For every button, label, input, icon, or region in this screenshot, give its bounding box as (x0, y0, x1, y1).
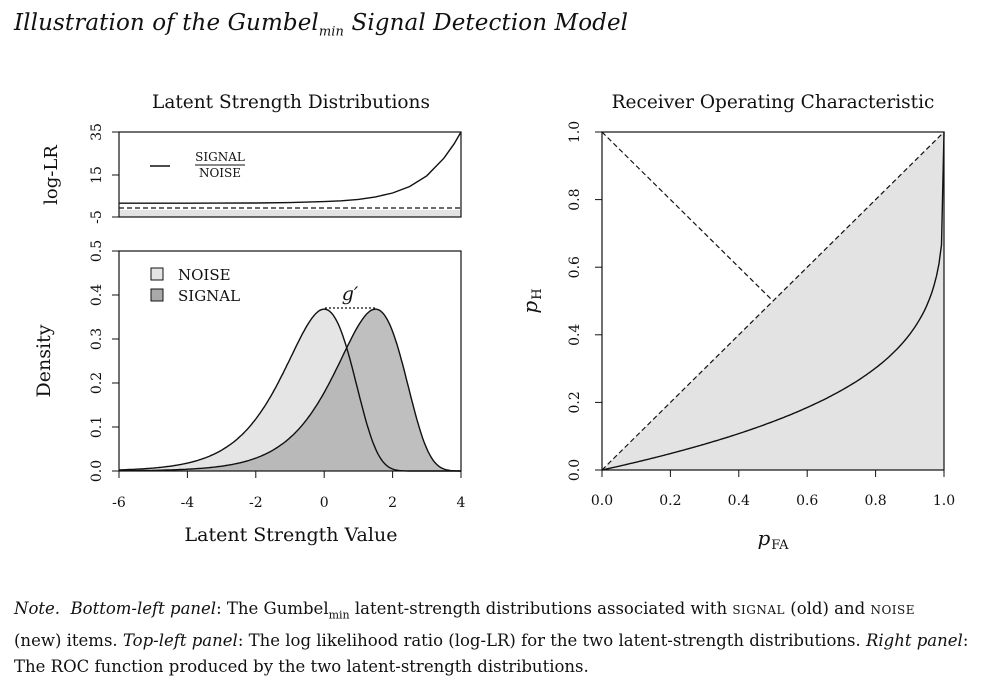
roc-x-ticks: 0.0 0.2 0.4 0.6 0.8 1.0 (591, 470, 955, 509)
density-x-axis-label: Latent Strength Value (185, 524, 398, 546)
axis-tick-label: 0.2 (659, 493, 681, 509)
right-panel-title: Receiver Operating Characteristic (612, 92, 935, 113)
axis-tick-label: 0.3 (89, 328, 105, 350)
loglr-tick-label: 35 (89, 123, 105, 141)
legend-noise-swatch (150, 267, 164, 281)
note-line-1: Note. Bottom-left panel: The Gumbelmin l… (14, 599, 915, 622)
note-bottom-left-label: Bottom-left panel (70, 599, 217, 618)
left-panel-title: Latent Strength Distributions (152, 92, 430, 113)
density-y-axis-label: Density (33, 324, 55, 397)
loglr-frame (118, 131, 462, 218)
loglr-axis-label: log-LR (41, 145, 62, 205)
axis-tick-label: 4 (457, 495, 466, 511)
axis-tick-label: 1.0 (567, 121, 583, 143)
signal-density-curve (118, 308, 461, 472)
axis-tick-label: 0 (320, 495, 329, 511)
noise-density-area (119, 309, 461, 471)
roc-y-ticks: 0.0 0.2 0.4 0.6 0.8 1.0 (567, 121, 602, 481)
roc-frame (601, 131, 945, 471)
density-y-ticks: 0.0 0.1 0.2 0.3 0.4 0.5 (89, 240, 119, 482)
figure-title: Illustration of the Gumbelmin Signal Det… (14, 10, 629, 40)
axis-tick-label: -6 (112, 495, 126, 511)
roc-curve (601, 131, 945, 471)
note-top-left-label: Top-left panel (122, 631, 238, 651)
axis-tick-label: 0.0 (567, 459, 583, 481)
roc-panel: 0.0 0.2 0.4 0.6 0.8 1.0 0.0 0.2 0.4 0.6 0.8 1.0 pF… (518, 121, 955, 553)
axis-tick-label: -2 (249, 495, 263, 511)
axis-tick-label: 0.8 (864, 493, 886, 509)
axis-tick-label: 0.2 (567, 391, 583, 413)
roc-negative-diagonal (601, 131, 774, 302)
axis-tick-label: 0.6 (796, 493, 818, 509)
legend-signal-label: SIGNAL (178, 287, 240, 305)
axis-tick-label: 0.1 (89, 416, 105, 438)
note-label: Note. (14, 599, 61, 618)
axis-tick-label: 1.0 (933, 493, 955, 509)
density-x-ticks: -6 -4 -2 0 2 4 (112, 471, 466, 511)
axis-tick-label: 0.4 (89, 284, 105, 306)
note-right-label: Right panel (865, 631, 963, 651)
loglr-tick-label: 15 (89, 166, 105, 184)
axis-tick-label: -4 (181, 495, 195, 511)
density-frame (118, 250, 462, 472)
loglr-legend-numerator: SIGNAL (195, 150, 245, 164)
note-line-2: (new) items. Top-left panel: The log lik… (14, 631, 969, 651)
axis-tick-label: 0.4 (728, 493, 750, 509)
roc-y-axis-label: pH (518, 288, 545, 313)
figure-note: Note. Bottom-left panel: The Gumbelmin l… (14, 596, 990, 680)
roc-x-axis-label: pFA (757, 526, 789, 553)
loglr-tick-label: -5 (89, 210, 105, 224)
density-panel: g′ NOISE SIGNAL -6 -4 -2 0 2 4 0.00.10.20.30.… (33, 240, 466, 546)
axis-tick-label: 0.2 (89, 372, 105, 394)
legend-signal-swatch (150, 288, 164, 302)
axis-tick-label: 0.8 (567, 188, 583, 210)
axis-tick-label: 0.4 (567, 324, 583, 346)
axis-tick-label: 0.6 (567, 256, 583, 278)
axis-tick-label: 0.5 (89, 240, 105, 262)
note-noise-word: noise (870, 599, 915, 618)
loglr-panel: -5 15 35 log-LR SIGNAL NOISE (41, 123, 462, 224)
axis-tick-label: 0.0 (591, 493, 613, 509)
g-prime-label: g′ (342, 283, 359, 305)
figure-svg: Latent Strength Distributions Receiver O… (33, 92, 955, 553)
note-signal-word: signal (732, 599, 786, 618)
note-line-3: The ROC function produced by the two lat… (14, 657, 589, 677)
legend-noise-label: NOISE (178, 266, 231, 284)
loglr-legend-denominator: NOISE (199, 166, 241, 180)
signal-density-area (119, 309, 461, 471)
axis-tick-label: 2 (388, 495, 397, 511)
axis-tick-label: 0.0 (89, 460, 105, 482)
loglr-curve (119, 131, 462, 204)
loglr-negative-area (119, 210, 461, 217)
